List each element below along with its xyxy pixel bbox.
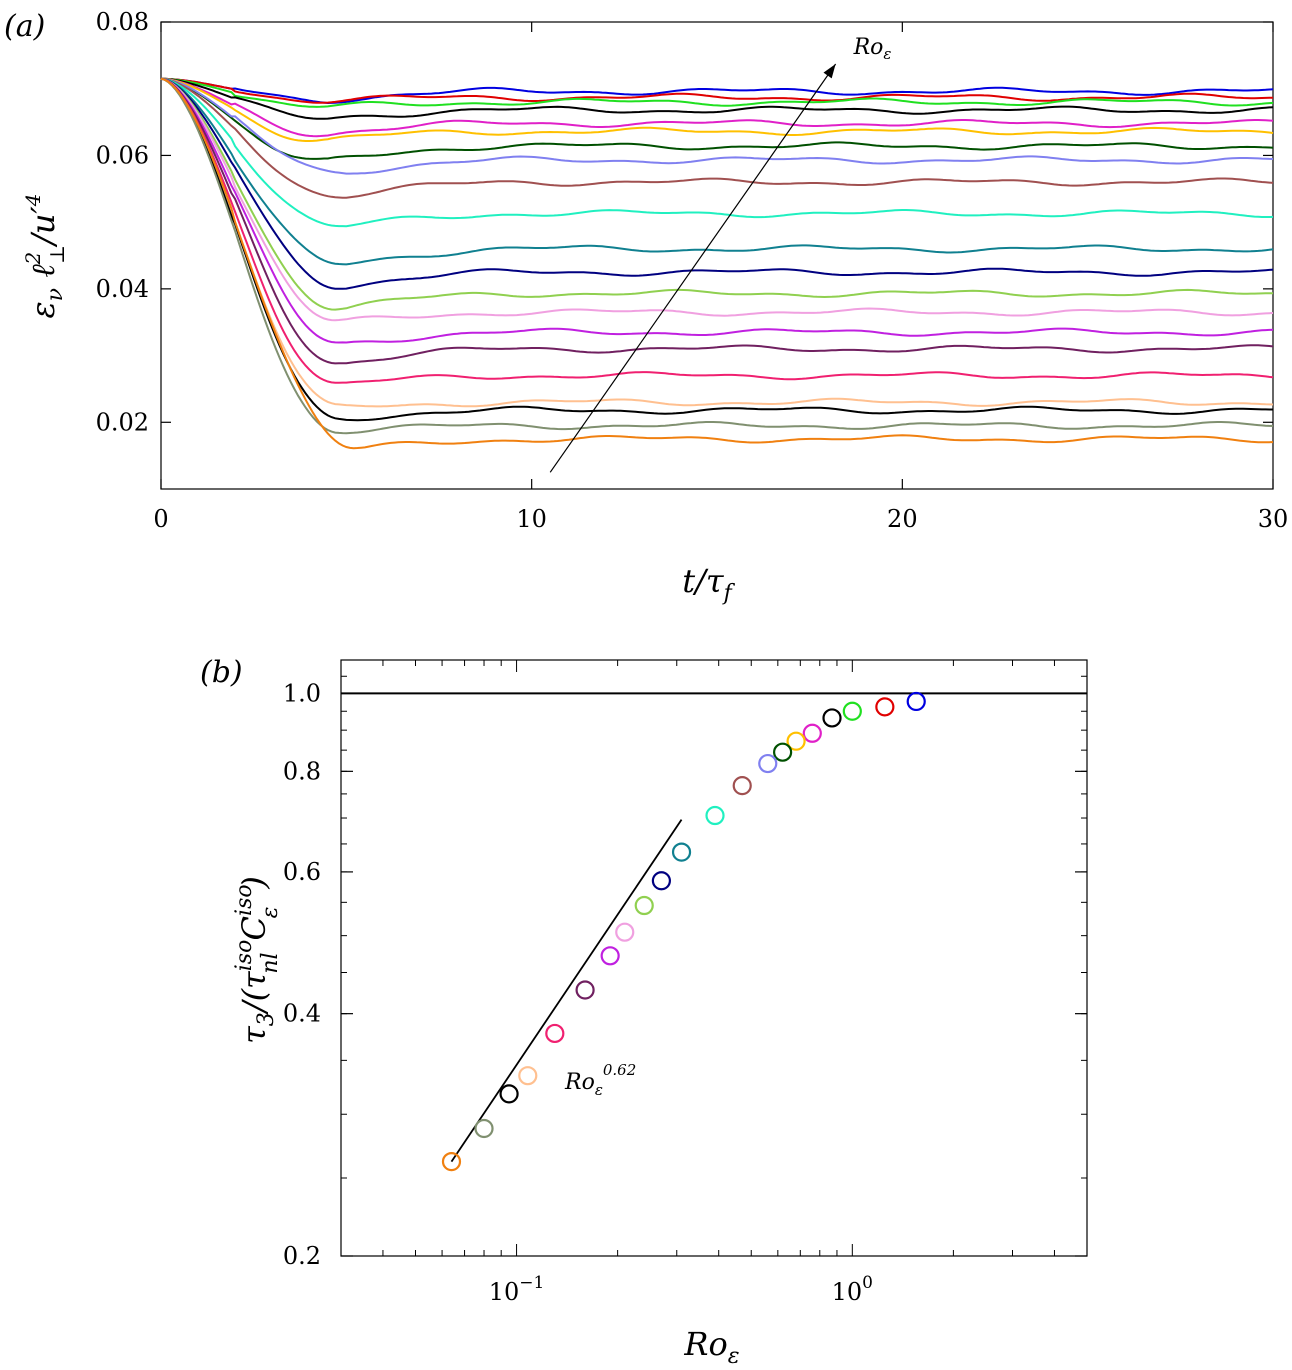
series-line (160, 77, 1273, 422)
series-line (160, 77, 1274, 365)
scatter-point (518, 1066, 538, 1086)
fit-line (450, 819, 683, 1163)
y-tick-label: 0.08 (96, 8, 149, 36)
scatter-point (773, 742, 793, 762)
y-tick-label: 0.06 (96, 141, 149, 169)
panel-b-ticks: 10−1 100 0.2 0.4 0.6 0.8 1.0 (283, 659, 1088, 1306)
scatter-point (600, 946, 620, 966)
y-tick-label: 0.4 (283, 1000, 321, 1028)
x-tick-label: 0 (153, 505, 168, 533)
annotation-arrowhead (823, 64, 836, 79)
scatter-point (732, 776, 752, 796)
panel-a-chart: (a) 0 10 20 30 0.02 0.04 0.06 0.08 Roε t/τf εν … (4, 8, 1288, 606)
series-line (160, 77, 1274, 384)
panel-b-plot: Roε0.62 (341, 691, 1087, 1172)
scatter-point (671, 842, 692, 862)
series-line (160, 77, 1274, 322)
scatter-point (615, 922, 635, 942)
series-line (160, 77, 1274, 450)
panel-a-series (160, 77, 1274, 450)
x-tick-label: 100 (832, 1273, 873, 1306)
series-line (160, 77, 1274, 228)
panel-a-ylabel: εν ℓ2⊥/u′4 (21, 194, 69, 319)
series-line (160, 77, 1274, 266)
scatter-point (441, 1151, 462, 1172)
scatter-point (842, 701, 862, 721)
series-line (160, 77, 1274, 105)
y-tick-label: 0.8 (283, 757, 321, 785)
scatter-point (474, 1118, 494, 1139)
annotation-label: Roε (853, 35, 892, 63)
y-tick-label: 0.02 (96, 408, 149, 436)
scatter-point (575, 980, 595, 1000)
y-tick-label: 0.2 (283, 1242, 321, 1270)
series-line (160, 77, 1274, 290)
series-line (160, 77, 1274, 120)
scatter-point (822, 708, 842, 728)
scatter-point (906, 691, 926, 712)
panel-a-xlabel: t/τf (682, 562, 735, 606)
series-line (160, 77, 1274, 408)
panel-b-label: (b) (200, 655, 243, 690)
panel-b-chart: (b) 10−1 100 0.2 0.4 0.6 0.8 1.0 Roε0.62 Roε τ… (200, 655, 1088, 1369)
x-tick-label: 10 (516, 505, 547, 533)
scatter-point (786, 731, 806, 751)
series-line (160, 77, 1274, 344)
panel-a-label: (a) (4, 9, 45, 44)
series-line (160, 77, 1274, 142)
series-line (160, 77, 1274, 435)
scatter-point (802, 723, 822, 743)
y-tick-label: 0.6 (283, 858, 321, 886)
x-tick-label: 30 (1258, 505, 1289, 533)
fit-label: Roε0.62 (564, 1061, 636, 1099)
series-line (160, 77, 1274, 175)
annotation-arrow (549, 63, 837, 473)
scatter-point (875, 697, 895, 717)
series-line (160, 77, 1274, 108)
panel-a-frame (160, 21, 1274, 490)
panel-a-ticks: 0 10 20 30 0.02 0.04 0.06 0.08 (96, 8, 1289, 533)
panel-b-ylabel: τ3/(τisonlCisoε) (232, 876, 283, 1044)
scatter-point (545, 1023, 565, 1044)
y-tick-label: 0.04 (96, 275, 149, 303)
series-line (160, 77, 1274, 104)
scatter-point (499, 1084, 519, 1104)
panel-b-xlabel: Roε (683, 1325, 739, 1369)
x-tick-label: 20 (887, 505, 918, 533)
series-line (160, 77, 1274, 138)
y-tick-label: 1.0 (283, 679, 321, 707)
x-tick-label: 10−1 (489, 1273, 545, 1306)
series-line (160, 77, 1274, 160)
series-line (160, 77, 1274, 199)
scatter-point (634, 895, 654, 916)
panel-b-frame (340, 659, 1088, 1257)
scatter-point (651, 871, 671, 891)
series-line (160, 77, 1273, 311)
scatter-point (705, 805, 725, 826)
scatter-point (758, 753, 778, 774)
